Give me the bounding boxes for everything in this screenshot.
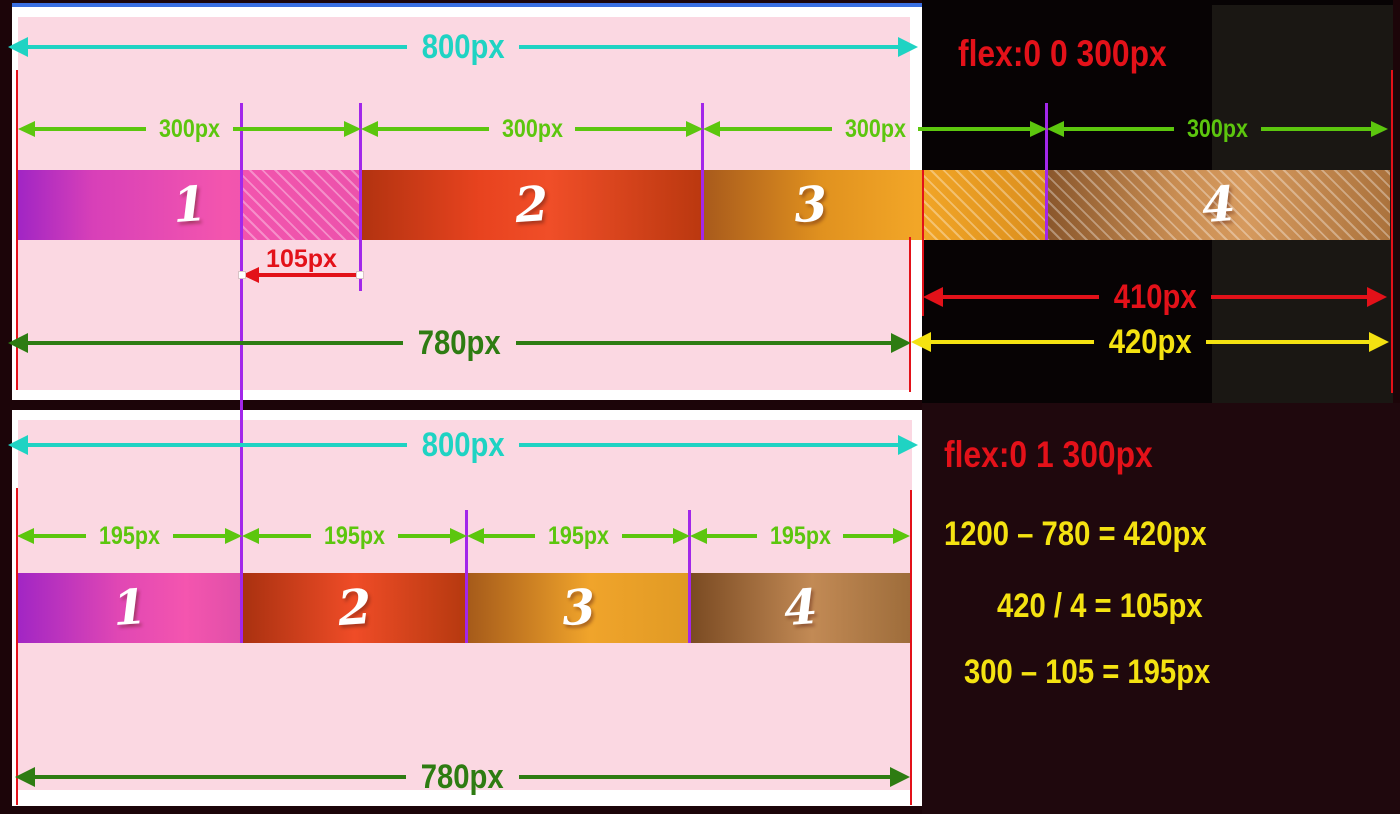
- flex-item-bottom-1: 1: [17, 573, 242, 643]
- dimension-arrow-bottom-item4-195px: 195px: [690, 523, 911, 548]
- handle-square-left: [238, 271, 246, 279]
- dimension-arrow-item3-300px: 300px: [703, 116, 1048, 141]
- handle-square-right: [356, 271, 364, 279]
- flex-item-top-3-label: 3: [792, 175, 830, 235]
- flex-item-bottom-4: 4: [690, 573, 912, 643]
- guide-line-top-left-edge: [16, 70, 18, 390]
- flex-item-top-2-label: 2: [513, 175, 551, 235]
- flex-item-bottom-1-label: 1: [110, 578, 149, 638]
- flex-item-bottom-3-label: 3: [559, 578, 598, 638]
- flex-item-top-1-label: 1: [170, 175, 209, 235]
- flex-item-bottom-2: 2: [242, 573, 467, 643]
- equation-free-space: 1200 – 780 = 420px: [944, 515, 1207, 553]
- flex-item-top-1-shrink-hatch: [242, 170, 361, 240]
- flex-item-top-2: 2: [361, 170, 703, 240]
- dimension-arrow-overflow-420px: 420px: [911, 325, 1389, 359]
- guide-line-top-container-edge: [922, 170, 924, 316]
- flex-item-bottom-2-label: 2: [335, 578, 374, 638]
- dimension-arrow-item1-300px: 300px: [18, 116, 362, 141]
- dimension-arrow-overflow-410px: 410px: [923, 280, 1387, 314]
- guide-line-items-total-end: [1391, 70, 1393, 393]
- equation-shrink-per-item: 420 / 4 = 105px: [997, 587, 1203, 625]
- dimension-arrow-container-800px-top: 800px: [8, 30, 918, 64]
- dimension-arrow-container-800px-bottom: 800px: [8, 428, 918, 462]
- guide-line-bottom-item3-end: [688, 510, 691, 643]
- arrow-head-right: [898, 37, 918, 57]
- dimension-label-105px: 105px: [266, 245, 337, 273]
- flex-item-bottom-4-label: 4: [782, 578, 820, 638]
- flex-item-top-3-overflow-hatch: [923, 170, 1047, 240]
- arrow-head-left: [8, 37, 28, 57]
- dimension-arrow-bottom-item2-195px: 195px: [242, 523, 468, 548]
- flex-item-top-1: 1: [18, 170, 361, 240]
- dimension-arrow-content-780px-top: 780px: [8, 326, 911, 360]
- dimension-arrow-item4-300px: 300px: [1047, 116, 1389, 141]
- flex-item-top-4-overflow-hatch: [1047, 170, 1390, 240]
- flex-item-bottom-3: 3: [467, 573, 690, 643]
- flex-rule-label-top: flex:0 0 300px: [958, 33, 1167, 74]
- guide-line-item1-end: [359, 103, 362, 291]
- guide-line-item2-end: [701, 103, 704, 240]
- flex-rule-label-bottom: flex:0 1 300px: [944, 434, 1153, 475]
- guide-line-bottom-item2-end: [465, 510, 468, 643]
- dimension-arrow-bottom-item1-195px: 195px: [17, 523, 243, 548]
- guide-line-item3-end: [1045, 103, 1048, 240]
- guide-line-shrink-point: [240, 103, 243, 643]
- flex-item-top-3: 3: [703, 170, 1047, 240]
- top-window-blue-line: [12, 3, 922, 7]
- guide-line-top-content-edge: [909, 237, 911, 392]
- equation-final-width: 300 – 105 = 195px: [964, 653, 1211, 691]
- dimension-arrow-item2-300px: 300px: [361, 116, 704, 141]
- dimension-label-800px-top: 800px: [421, 28, 505, 66]
- notes-maroon-region: [922, 403, 1400, 814]
- dimension-arrow-content-780px-bottom: 780px: [15, 760, 910, 794]
- flex-item-top-4: 4: [1047, 170, 1390, 240]
- guide-line-bottom-left-edge: [16, 488, 18, 805]
- guide-line-bottom-content-edge: [910, 490, 912, 805]
- dimension-arrow-bottom-item3-195px: 195px: [467, 523, 691, 548]
- dimension-arrow-shrink-105px: [242, 264, 361, 286]
